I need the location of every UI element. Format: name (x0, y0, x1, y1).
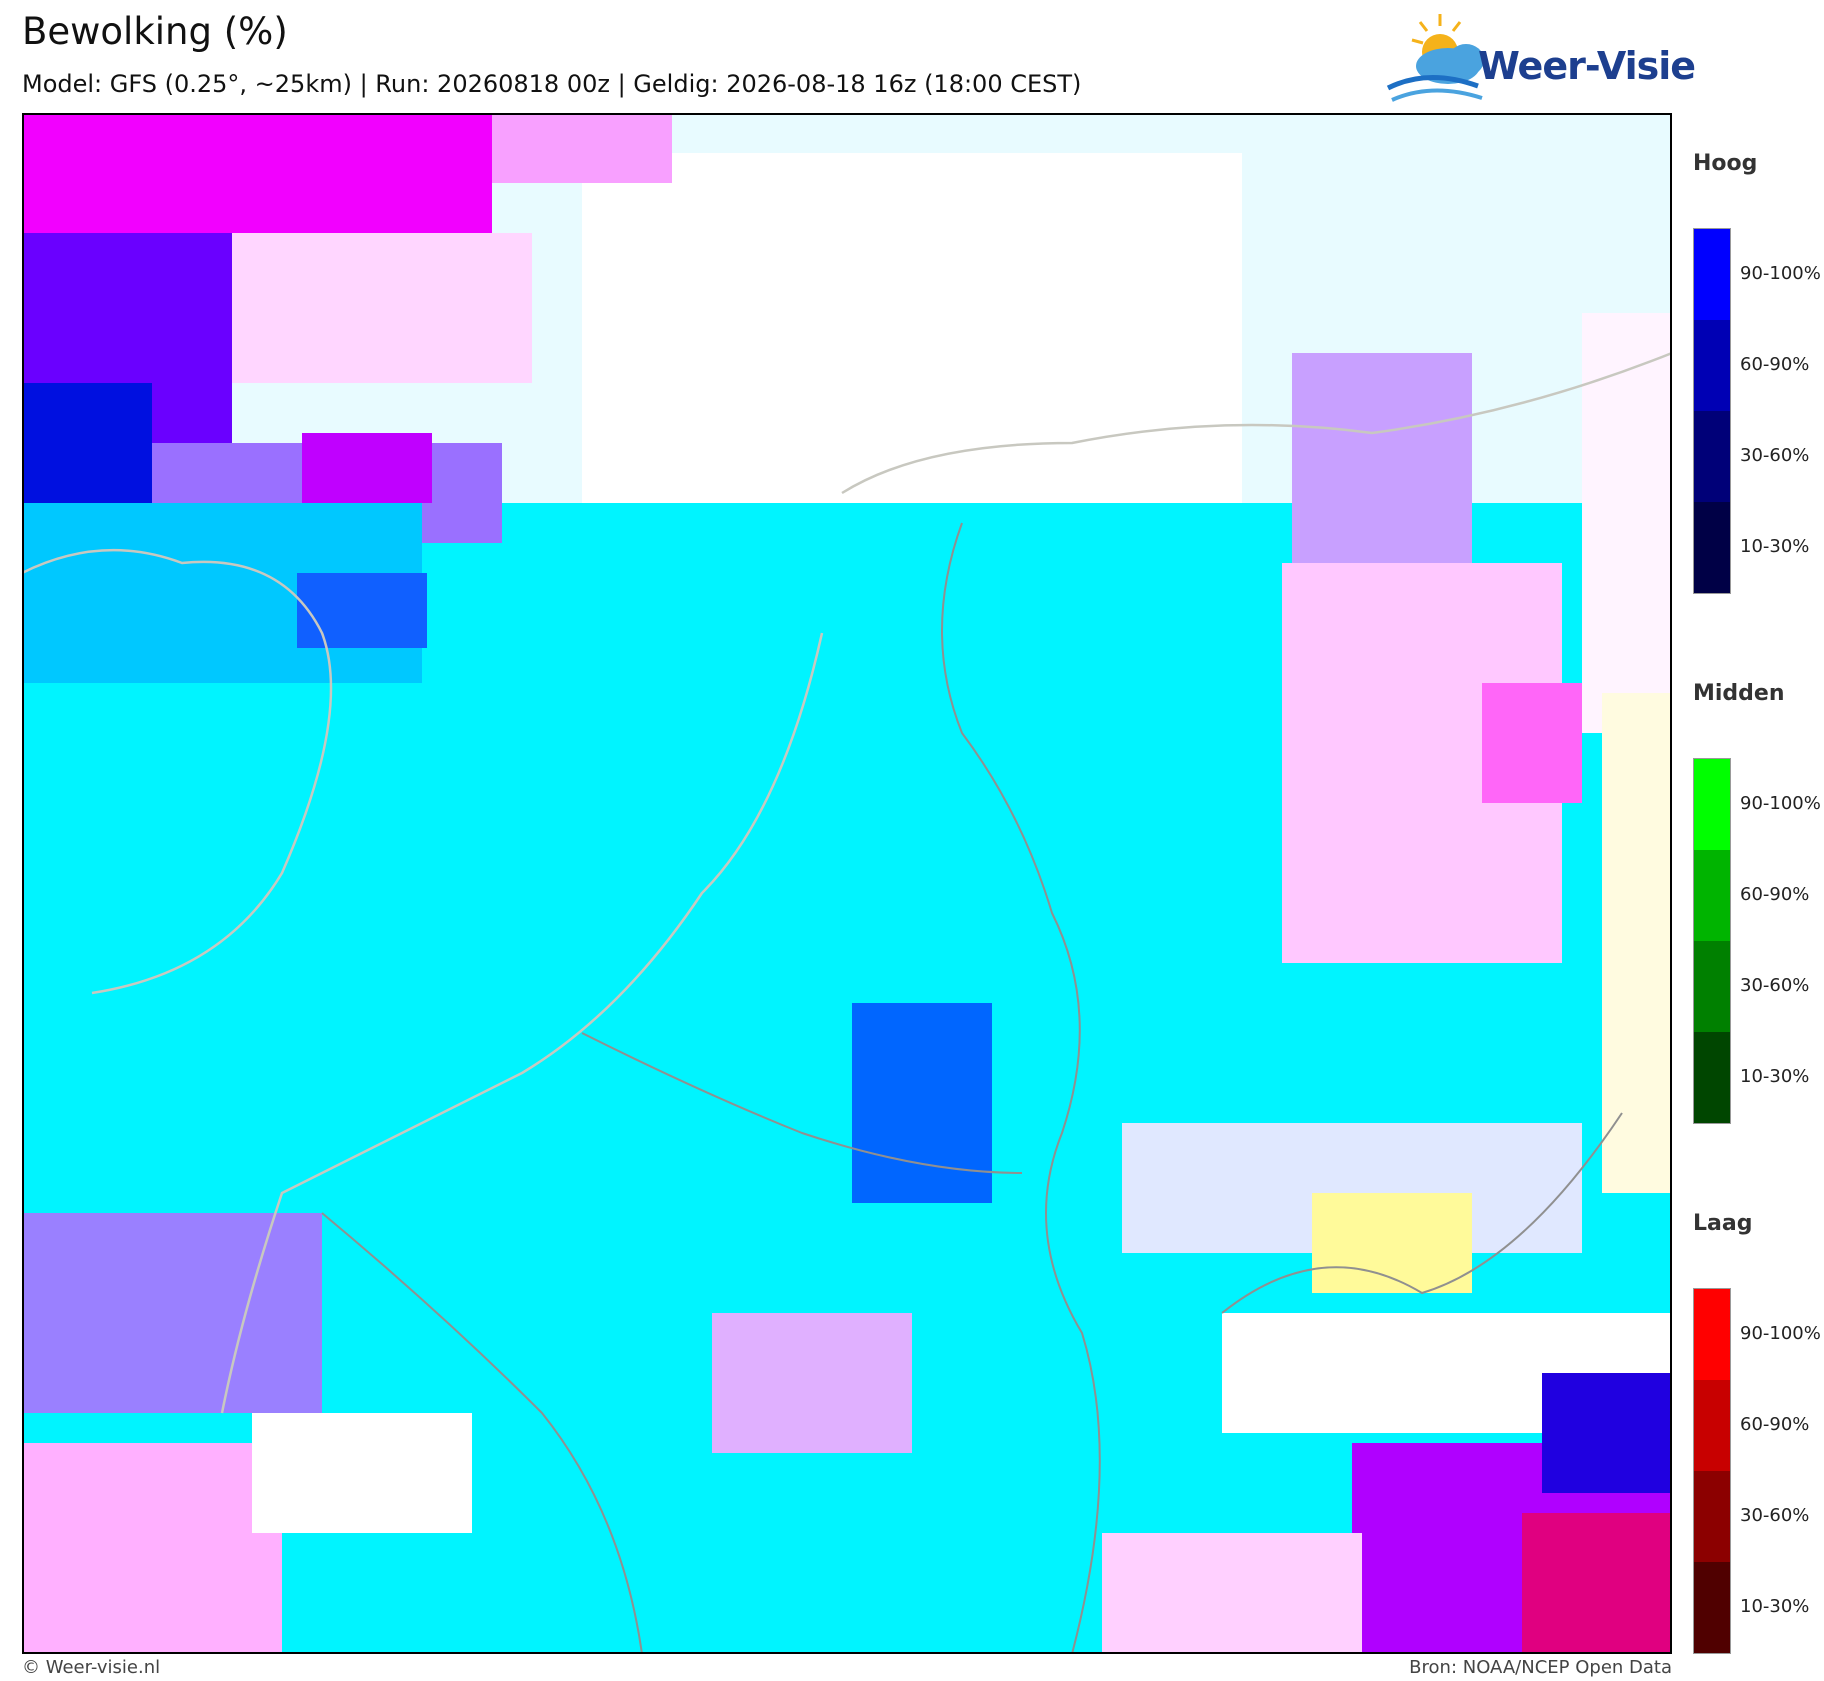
legend-label: 60-90% (1740, 883, 1810, 905)
legend-label: 90-100% (1740, 792, 1821, 814)
legend-swatch (1694, 941, 1730, 1032)
legend-label: 90-100% (1740, 262, 1821, 284)
legend-swatch (1694, 759, 1730, 850)
legend-swatch (1694, 411, 1730, 502)
legend-bar (1693, 228, 1731, 594)
legend-label: 90-100% (1740, 1322, 1821, 1344)
logo-icon (1386, 14, 1484, 102)
legend-label: 10-30% (1740, 1595, 1810, 1617)
legend-swatch (1694, 1289, 1730, 1380)
legend-label: 10-30% (1740, 1065, 1810, 1087)
legend-title: Midden (1693, 681, 1785, 706)
legend-swatch (1694, 850, 1730, 941)
legend-swatch (1694, 502, 1730, 593)
legend-swatch (1694, 1380, 1730, 1471)
map (22, 113, 1672, 1654)
legend-swatch (1694, 320, 1730, 411)
legend-label: 30-60% (1740, 974, 1810, 996)
subtitle: Model: GFS (0.25°, ~25km) | Run: 2026081… (22, 70, 1082, 98)
legend-label: 60-90% (1740, 353, 1810, 375)
title: Bewolking (%) (22, 10, 288, 53)
legend-swatch (1694, 1032, 1730, 1123)
legend-title: Hoog (1693, 151, 1758, 176)
legend-bar (1693, 1288, 1731, 1654)
legend-swatch (1694, 1471, 1730, 1562)
footer-source: Bron: NOAA/NCEP Open Data (1409, 1657, 1672, 1678)
legend-label: 30-60% (1740, 444, 1810, 466)
legend-title: Laag (1693, 1211, 1753, 1236)
legend-label: 30-60% (1740, 1504, 1810, 1526)
legend-swatch (1694, 1562, 1730, 1653)
legend-bar (1693, 758, 1731, 1124)
logo-text: Weer-Visie (1478, 44, 1696, 88)
footer-credit: © Weer-visie.nl (22, 1657, 161, 1678)
legend-label: 60-90% (1740, 1413, 1810, 1435)
legend-label: 10-30% (1740, 535, 1810, 557)
legend-swatch (1694, 229, 1730, 320)
legend: Hoog 90-100% 60-90% 30-60% 10-30% Midden 90-10… (1680, 113, 1824, 1658)
